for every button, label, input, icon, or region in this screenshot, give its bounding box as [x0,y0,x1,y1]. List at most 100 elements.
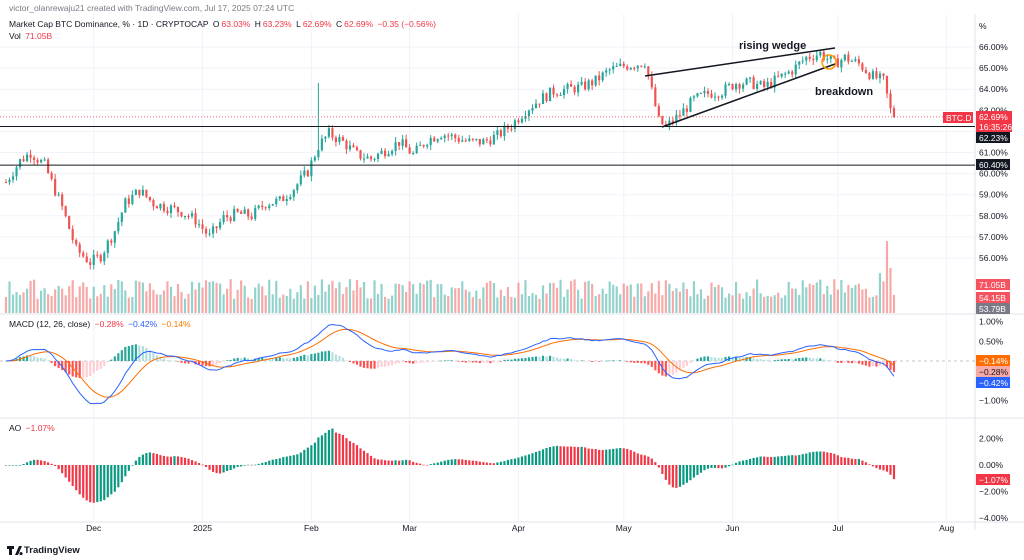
candle-body [587,80,590,90]
candle-body [696,93,699,97]
macd-hist-bar [650,361,653,367]
candle-body [520,118,524,123]
volume-bar [117,279,120,313]
macd-hist-bar [850,361,853,364]
ao-bar [703,465,706,471]
macd-hist-bar [791,359,794,361]
macd-signal-line [5,328,895,398]
candle-body [889,93,892,109]
tradingview-logo[interactable]: TradingView [7,545,80,556]
ao-bar [843,457,846,465]
ao-bar [457,459,460,465]
macd-hist-bar [812,358,815,361]
candle-body [534,103,538,109]
volume-bar [127,297,130,313]
ao-bar [889,465,892,475]
ao-bar [545,447,548,465]
macd-hist-bar [366,361,369,369]
ao-bar [71,465,74,487]
ao-bar [447,459,450,465]
volume-bar [57,285,60,313]
ao-bar [520,456,524,465]
time-axis[interactable]: Dec 2025 Feb Mar Apr May Jun Jul Aug [86,523,954,533]
candle-body [429,137,432,145]
volume-bar [780,297,783,313]
volume-bar [352,290,355,313]
volume-bar [47,294,50,313]
volume-bar [345,287,348,313]
macd-hist-bar [278,357,281,361]
ao-bar [819,451,822,465]
ao-bar [303,449,306,465]
volume-bar [622,283,625,313]
candle-body [25,154,29,162]
volume-bar [773,295,776,313]
candle-body [580,81,583,85]
ao-bar [82,465,85,498]
macd-legend[interactable]: MACD (12, 26, close) −0.28% −0.42% −0.14… [9,319,193,329]
macd-hist-bar [738,357,741,361]
macd-hist-bar [190,361,194,364]
candle-body [240,211,243,214]
macd-hist-bar [412,361,415,364]
candle-body [162,203,166,211]
candle-body [190,213,194,217]
currency-label: % [979,21,987,31]
candle-body [548,87,552,102]
candle-body [113,231,116,243]
candle-body [398,142,401,146]
ao-bar [478,461,481,465]
volume-bar [538,298,541,313]
candle-body [338,137,341,143]
legend-volume[interactable]: Vol 71.05B [9,31,54,41]
candle-body [29,154,32,158]
macd-hist-bar [275,357,278,361]
ao-legend[interactable]: AO −1.07% [9,423,57,433]
volume-bar [254,287,257,313]
candle-body [510,128,513,130]
macd-hist-bar [219,361,222,364]
volume-bar [124,290,127,313]
macd-hist-bar [285,358,288,361]
macd-hist-bar [106,361,109,363]
volume-bar [64,295,67,313]
candle-body [40,160,43,163]
ao-bar [18,465,22,466]
ao-bar [878,465,882,470]
ao-bar [784,455,787,465]
macd-hist-bar [282,357,285,361]
volume-bar [720,287,724,313]
ao-bar [124,465,127,477]
close-value: 62.69% [344,19,374,29]
macd-hist-bar [485,361,488,363]
volume-bar [478,298,481,313]
candle-body [454,134,457,139]
macd-hist-bar [162,358,166,361]
volume-bar [612,284,615,313]
ao-bar [650,458,653,465]
legend-main[interactable]: Market Cap BTC Dominance, % · 1D · CRYPT… [9,19,438,29]
macd-tick-label: 0.50% [979,336,1004,346]
macd-hist-bar [499,361,502,362]
candle-body [18,159,22,168]
ao-bar [605,449,608,465]
macd-hist-bar [573,360,576,361]
volume-bar [812,284,815,313]
volume-bar [763,296,766,313]
ao-bar [829,452,832,465]
ao-bar [32,459,36,465]
candle-body [306,170,309,177]
volume-bar [724,297,727,313]
volume-bar [190,281,194,313]
candle-body [447,135,450,137]
macd-hist-bar [240,357,243,361]
candle-body [699,93,703,95]
candle-body [770,81,773,88]
candle-body [503,125,506,137]
volume-bar [134,280,137,313]
volume-bar [289,288,292,313]
macd-hist-bar [531,356,534,361]
macd-hist-bar [92,361,95,374]
ao-bar [240,465,243,467]
